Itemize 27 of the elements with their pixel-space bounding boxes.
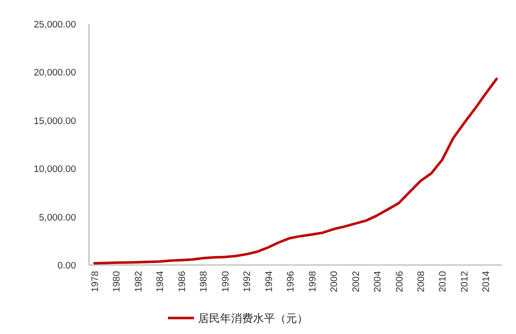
x-tick-label: 1990 (220, 271, 232, 292)
x-tick-label: 2014 (481, 271, 492, 292)
y-tick-label: 0.00 (58, 260, 76, 272)
x-tick-label: 1982 (133, 271, 144, 292)
line-series (93, 78, 498, 265)
x-tick-label: 1994 (264, 271, 275, 292)
x-tick-label: 2000 (329, 271, 340, 292)
y-tick-label: 15,000.00 (34, 116, 76, 127)
x-tick-label: 1980 (112, 271, 123, 292)
y-tick-label: 20,000.00 (34, 68, 76, 79)
x-tick-label: 1978 (90, 271, 101, 292)
x-tick-label: 1996 (286, 271, 297, 292)
y-tick-label: 10,000.00 (34, 164, 76, 176)
x-tick-label: 2012 (459, 271, 470, 292)
x-tick-label: 1988 (198, 271, 210, 292)
x-tick-label: 1998 (307, 271, 318, 292)
x-tick-label: 2008 (416, 271, 427, 292)
y-tick-label: 25,000.00 (34, 20, 76, 30)
x-tick-label: 1992 (242, 271, 254, 292)
x-tick-label: 2004 (372, 271, 384, 292)
x-tick-label: 2010 (438, 271, 449, 292)
legend-label: 居民年消费水平（元） (198, 312, 308, 325)
y-tick-label: 5,000.00 (39, 212, 76, 224)
x-tick-label: 1984 (155, 271, 166, 292)
x-tick-label: 1986 (176, 271, 188, 292)
x-tick-label: 2006 (394, 271, 406, 292)
x-tick-label: 2002 (350, 271, 362, 292)
